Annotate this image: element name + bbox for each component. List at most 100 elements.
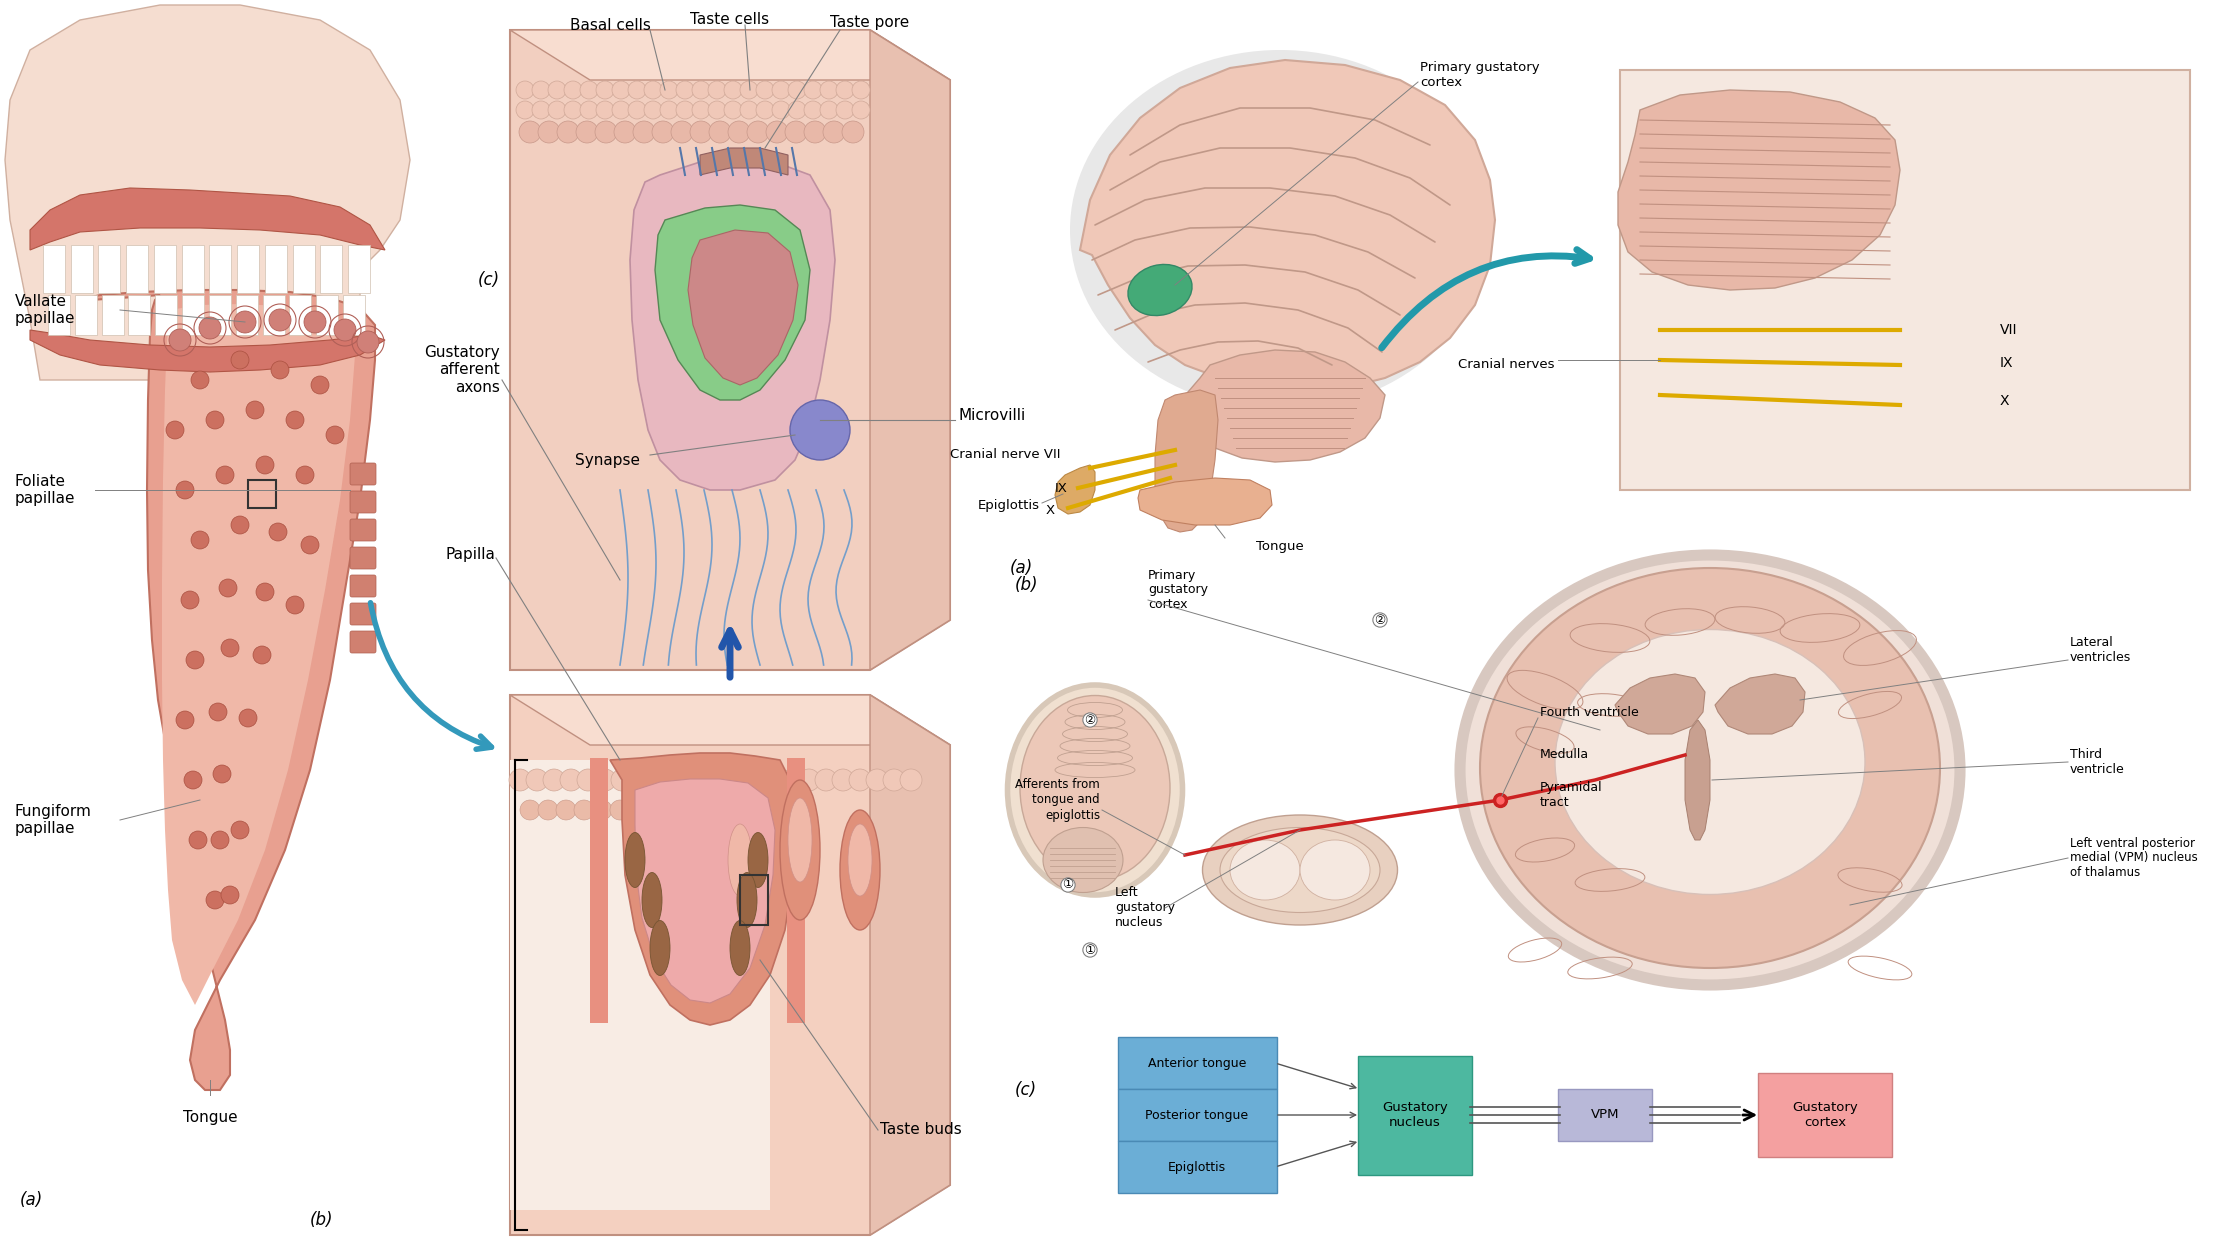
Text: X: X xyxy=(1046,504,1055,517)
Circle shape xyxy=(708,81,726,100)
Polygon shape xyxy=(1055,465,1095,514)
Polygon shape xyxy=(699,147,788,175)
Circle shape xyxy=(627,81,645,100)
Bar xyxy=(99,244,121,294)
Text: Afferents from
tongue and
epiglottis: Afferents from tongue and epiglottis xyxy=(1015,779,1100,822)
Circle shape xyxy=(533,81,551,100)
Bar xyxy=(262,295,284,335)
Text: Basal cells: Basal cells xyxy=(569,18,650,33)
Circle shape xyxy=(287,411,305,428)
Ellipse shape xyxy=(625,833,645,887)
Circle shape xyxy=(730,769,753,791)
Bar xyxy=(101,295,123,335)
Circle shape xyxy=(849,769,871,791)
Circle shape xyxy=(177,711,195,730)
Circle shape xyxy=(784,121,806,142)
Text: Third
ventricle: Third ventricle xyxy=(2070,748,2126,776)
Ellipse shape xyxy=(1230,840,1299,900)
Circle shape xyxy=(533,101,551,118)
Circle shape xyxy=(327,426,345,444)
Polygon shape xyxy=(29,330,385,372)
Circle shape xyxy=(255,456,273,474)
Ellipse shape xyxy=(1481,568,1940,968)
Polygon shape xyxy=(1617,89,1900,290)
Circle shape xyxy=(231,822,249,839)
Text: IX: IX xyxy=(1055,481,1068,494)
Circle shape xyxy=(645,101,663,118)
Circle shape xyxy=(190,370,208,389)
Circle shape xyxy=(627,101,645,118)
Circle shape xyxy=(692,81,710,100)
Text: Medulla: Medulla xyxy=(1541,748,1588,761)
Bar xyxy=(237,244,260,294)
Text: Cranial nerve VII: Cranial nerve VII xyxy=(950,449,1060,461)
Circle shape xyxy=(576,121,598,142)
Circle shape xyxy=(558,121,578,142)
Circle shape xyxy=(208,703,226,721)
Circle shape xyxy=(222,886,240,903)
Circle shape xyxy=(580,101,598,118)
Circle shape xyxy=(269,309,291,331)
Bar xyxy=(786,759,804,1023)
Polygon shape xyxy=(511,696,950,745)
Circle shape xyxy=(549,81,567,100)
Polygon shape xyxy=(511,30,950,79)
Circle shape xyxy=(211,832,228,849)
Ellipse shape xyxy=(780,780,820,920)
Circle shape xyxy=(766,121,788,142)
Circle shape xyxy=(690,121,712,142)
Bar xyxy=(320,244,343,294)
Bar xyxy=(343,295,365,335)
Bar xyxy=(155,295,177,335)
Text: (c): (c) xyxy=(477,271,500,289)
Ellipse shape xyxy=(643,872,663,927)
Text: X: X xyxy=(2000,394,2009,408)
Text: Epiglottis: Epiglottis xyxy=(1167,1160,1225,1173)
Circle shape xyxy=(746,121,768,142)
Circle shape xyxy=(186,651,204,669)
Polygon shape xyxy=(1185,350,1384,462)
Circle shape xyxy=(231,517,249,534)
Circle shape xyxy=(508,769,531,791)
Circle shape xyxy=(271,362,289,379)
Circle shape xyxy=(804,81,822,100)
Polygon shape xyxy=(161,304,354,1005)
Circle shape xyxy=(652,121,674,142)
Circle shape xyxy=(708,101,726,118)
FancyBboxPatch shape xyxy=(1758,1074,1893,1157)
Polygon shape xyxy=(1156,391,1219,532)
Circle shape xyxy=(222,639,240,656)
Polygon shape xyxy=(629,158,836,490)
Circle shape xyxy=(253,646,271,664)
Circle shape xyxy=(240,709,258,727)
Text: Left
gustatory
nucleus: Left gustatory nucleus xyxy=(1116,887,1176,930)
Circle shape xyxy=(177,481,195,499)
Circle shape xyxy=(851,81,869,100)
FancyBboxPatch shape xyxy=(1357,1056,1472,1176)
Circle shape xyxy=(564,81,582,100)
Ellipse shape xyxy=(728,824,753,896)
Text: Primary
gustatory
cortex: Primary gustatory cortex xyxy=(1147,568,1207,611)
Circle shape xyxy=(612,81,629,100)
Circle shape xyxy=(526,769,549,791)
Text: Vallate
papillae: Vallate papillae xyxy=(16,294,76,326)
Circle shape xyxy=(515,101,533,118)
Text: ②: ② xyxy=(1084,713,1095,727)
Text: Fungiform
papillae: Fungiform papillae xyxy=(16,804,92,837)
Bar xyxy=(181,295,204,335)
Ellipse shape xyxy=(1044,828,1122,892)
Text: Lateral
ventricles: Lateral ventricles xyxy=(2070,636,2130,664)
Circle shape xyxy=(255,583,273,601)
Circle shape xyxy=(661,101,679,118)
Circle shape xyxy=(681,800,701,820)
Polygon shape xyxy=(634,779,775,1003)
Text: Tongue: Tongue xyxy=(184,1110,237,1125)
Polygon shape xyxy=(1615,674,1705,735)
Circle shape xyxy=(822,121,844,142)
Ellipse shape xyxy=(1221,828,1380,912)
Circle shape xyxy=(634,121,654,142)
Circle shape xyxy=(836,81,853,100)
Circle shape xyxy=(305,311,327,333)
Circle shape xyxy=(679,769,701,791)
Circle shape xyxy=(580,81,598,100)
